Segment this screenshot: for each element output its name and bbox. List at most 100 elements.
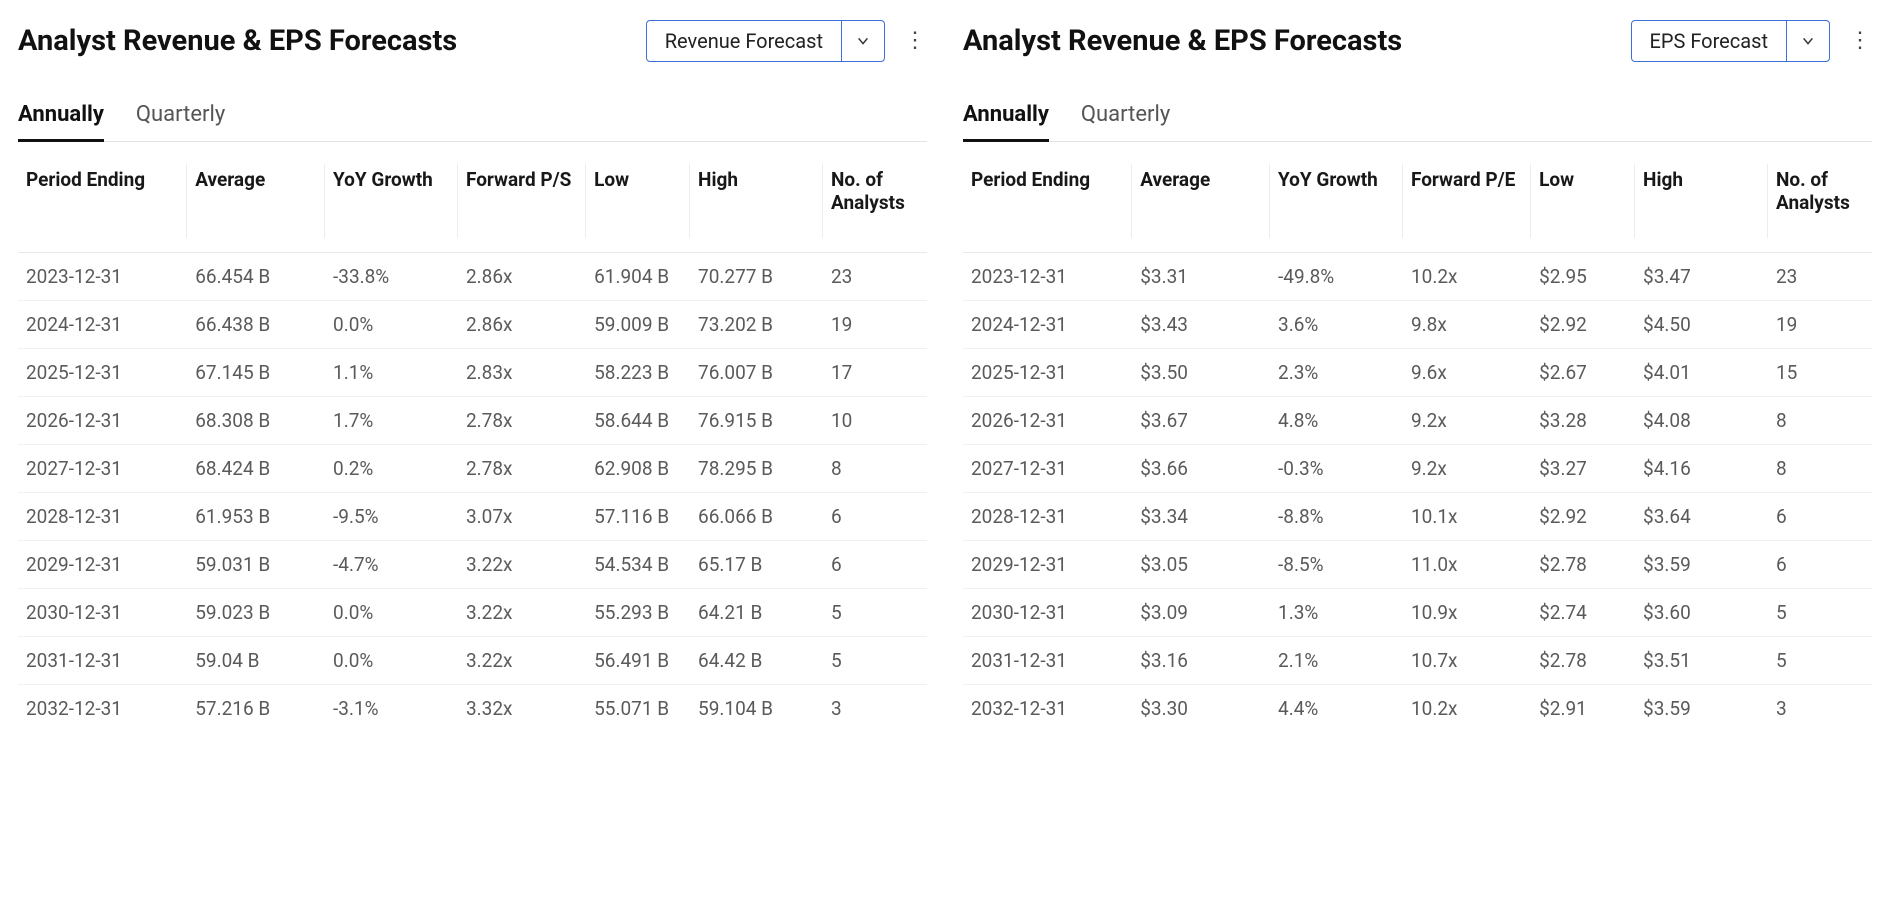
cell-low: $3.28 [1531,397,1635,445]
column-header-period[interactable]: Period Ending [963,150,1132,253]
column-header-fwd[interactable]: Forward P/S [458,150,586,253]
cell-period: 2028-12-31 [18,493,187,541]
column-header-high[interactable]: High [690,150,823,253]
table-row: 2025-12-31$3.502.3%9.6x$2.67$4.0115 [963,349,1872,397]
table-row: 2027-12-3168.424 B0.2%2.78x62.908 B78.29… [18,445,927,493]
column-header-label: High [1643,168,1760,191]
dropdown-label[interactable]: EPS Forecast [1632,21,1788,61]
cell-high: 70.277 B [690,253,823,301]
cell-yoy: 4.4% [1270,685,1403,733]
table-row: 2027-12-31$3.66-0.3%9.2x$3.27$4.168 [963,445,1872,493]
cell-avg: 66.454 B [187,253,325,301]
cell-low: 62.908 B [586,445,690,493]
column-header-avg[interactable]: Average [187,150,325,253]
cell-high: $3.51 [1635,637,1768,685]
cell-avg: $3.66 [1132,445,1270,493]
cell-num: 5 [823,637,927,685]
cell-high: 65.17 B [690,541,823,589]
column-header-label: YoY Growth [333,168,450,191]
chevron-down-icon[interactable] [1787,21,1829,61]
cell-low: 58.223 B [586,349,690,397]
cell-low: 57.116 B [586,493,690,541]
column-header-yoy[interactable]: YoY Growth [325,150,458,253]
cell-avg: 59.04 B [187,637,325,685]
table-row: 2028-12-3161.953 B-9.5%3.07x57.116 B66.0… [18,493,927,541]
table-row: 2032-12-3157.216 B-3.1%3.32x55.071 B59.1… [18,685,927,733]
cell-low: $2.92 [1531,493,1635,541]
table-row: 2024-12-3166.438 B0.0%2.86x59.009 B73.20… [18,301,927,349]
cell-fwd: 3.32x [458,685,586,733]
tab-annually[interactable]: Annually [18,96,104,141]
cell-avg: $3.67 [1132,397,1270,445]
tab-quarterly[interactable]: Quarterly [1081,96,1170,141]
column-header-low[interactable]: Low [586,150,690,253]
column-header-label: No. of Analysts [1776,168,1864,214]
cell-num: 5 [823,589,927,637]
cell-fwd: 10.7x [1403,637,1531,685]
cell-num: 8 [1768,397,1872,445]
cell-num: 15 [1768,349,1872,397]
cell-avg: 57.216 B [187,685,325,733]
cell-fwd: 10.2x [1403,685,1531,733]
dropdown-label[interactable]: Revenue Forecast [647,21,842,61]
cell-fwd: 9.6x [1403,349,1531,397]
column-header-high[interactable]: High [1635,150,1768,253]
column-header-period[interactable]: Period Ending [18,150,187,253]
table-row: 2029-12-31$3.05-8.5%11.0x$2.78$3.596 [963,541,1872,589]
cell-period: 2024-12-31 [18,301,187,349]
table-row: 2032-12-31$3.304.4%10.2x$2.91$3.593 [963,685,1872,733]
cell-avg: 66.438 B [187,301,325,349]
cell-num: 6 [1768,541,1872,589]
cell-high: 59.104 B [690,685,823,733]
cell-num: 23 [823,253,927,301]
column-header-low[interactable]: Low [1531,150,1635,253]
tab-annually[interactable]: Annually [963,96,1049,141]
cell-num: 19 [1768,301,1872,349]
forecast-panel-revenue: Analyst Revenue & EPS Forecasts Revenue … [0,0,945,742]
cell-num: 3 [823,685,927,733]
cell-fwd: 3.22x [458,589,586,637]
column-header-yoy[interactable]: YoY Growth [1270,150,1403,253]
cell-yoy: 1.1% [325,349,458,397]
cell-high: 76.007 B [690,349,823,397]
cell-avg: $3.05 [1132,541,1270,589]
chevron-down-icon[interactable] [842,21,884,61]
column-header-fwd[interactable]: Forward P/E [1403,150,1531,253]
cell-avg: 68.308 B [187,397,325,445]
tab-quarterly[interactable]: Quarterly [136,96,225,141]
cell-yoy: 0.2% [325,445,458,493]
more-options-icon[interactable]: ⋮ [903,29,927,53]
cell-fwd: 2.83x [458,349,586,397]
cell-yoy: 3.6% [1270,301,1403,349]
cell-low: 55.293 B [586,589,690,637]
forecast-panel-eps: Analyst Revenue & EPS Forecasts EPS Fore… [945,0,1890,742]
cell-low: $2.92 [1531,301,1635,349]
forecast-type-dropdown[interactable]: EPS Forecast [1631,20,1831,62]
cell-low: 56.491 B [586,637,690,685]
column-header-avg[interactable]: Average [1132,150,1270,253]
cell-num: 19 [823,301,927,349]
column-header-num[interactable]: No. of Analysts [823,150,927,253]
panel-header: Analyst Revenue & EPS Forecasts EPS Fore… [963,20,1872,62]
cell-low: $2.91 [1531,685,1635,733]
cell-fwd: 3.22x [458,637,586,685]
cell-low: $2.78 [1531,541,1635,589]
cell-yoy: 1.3% [1270,589,1403,637]
forecast-table-wrap: Period EndingAverage YoY Growth Forward P/… [18,150,927,732]
cell-yoy: -4.7% [325,541,458,589]
cell-period: 2028-12-31 [963,493,1132,541]
cell-num: 10 [823,397,927,445]
cell-period: 2023-12-31 [18,253,187,301]
more-options-icon[interactable]: ⋮ [1848,29,1872,53]
forecast-table-wrap: Period EndingAverageYoY GrowthForward P/… [963,150,1872,732]
cell-high: 76.915 B [690,397,823,445]
cell-fwd: 10.9x [1403,589,1531,637]
cell-low: $2.74 [1531,589,1635,637]
cell-fwd: 9.2x [1403,397,1531,445]
cell-period: 2025-12-31 [963,349,1132,397]
cell-low: 58.644 B [586,397,690,445]
table-row: 2030-12-3159.023 B0.0%3.22x55.293 B64.21… [18,589,927,637]
column-header-num[interactable]: No. of Analysts [1768,150,1872,253]
cell-yoy: -9.5% [325,493,458,541]
forecast-type-dropdown[interactable]: Revenue Forecast [646,20,885,62]
